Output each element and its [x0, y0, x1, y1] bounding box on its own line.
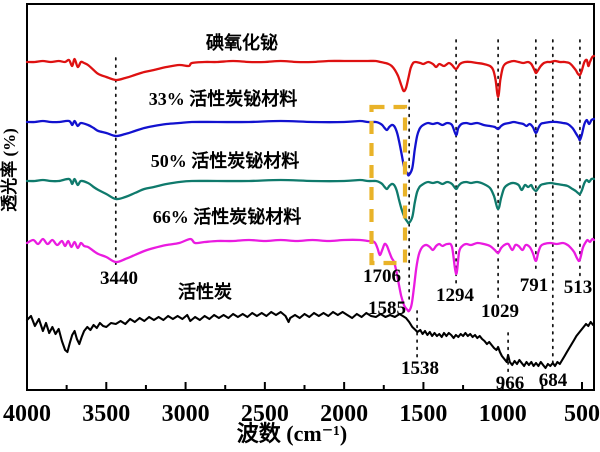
peak-label-1538: 1538: [401, 358, 439, 379]
peak-label-684: 684: [539, 370, 568, 391]
x-tick-label-1000: 1000: [479, 401, 527, 427]
peak-label-791: 791: [520, 275, 549, 296]
curve-label-ac33: 33% 活性炭铋材料: [149, 88, 298, 109]
plot-border: [26, 3, 595, 391]
spectrum-curve-biooi: [25, 54, 596, 99]
x-tick-label-1500: 1500: [399, 401, 447, 427]
curve-label-ac50: 50% 活性炭铋材料: [151, 150, 300, 171]
peak-label-3440: 3440: [100, 268, 138, 289]
peak-label-1294: 1294: [436, 285, 475, 306]
peak-label-1585: 1585: [368, 298, 406, 319]
x-tick-label-500: 500: [564, 401, 600, 427]
curve-label-biooi: 碘氧化铋: [206, 32, 278, 53]
curve-label-ac66: 66% 活性炭铋材料: [153, 206, 302, 227]
peak-label-966: 966: [496, 373, 525, 394]
y-axis-title: 透光率 (%): [0, 128, 19, 212]
x-tick-label-2500: 2500: [241, 401, 289, 427]
spectrum-curve-ac33: [25, 117, 596, 177]
peak-label-1029: 1029: [481, 301, 519, 322]
spectrum-curve-ac50: [25, 177, 596, 225]
spectrum-curve-ac66: [25, 237, 596, 313]
x-tick-label-4000: 4000: [3, 401, 51, 427]
x-tick-label-3000: 3000: [162, 401, 210, 427]
x-tick-label-2000: 2000: [320, 401, 368, 427]
peak-label-1706: 1706: [363, 266, 401, 287]
x-axis-title: 波数 (cm⁻¹): [237, 421, 347, 446]
peak-label-513: 513: [564, 277, 593, 298]
x-tick-label-3500: 3500: [82, 401, 130, 427]
spectrum-curve-ac: [25, 310, 595, 370]
curve-label-ac: 活性炭: [178, 281, 232, 302]
highlight-box-1706: [369, 104, 408, 266]
